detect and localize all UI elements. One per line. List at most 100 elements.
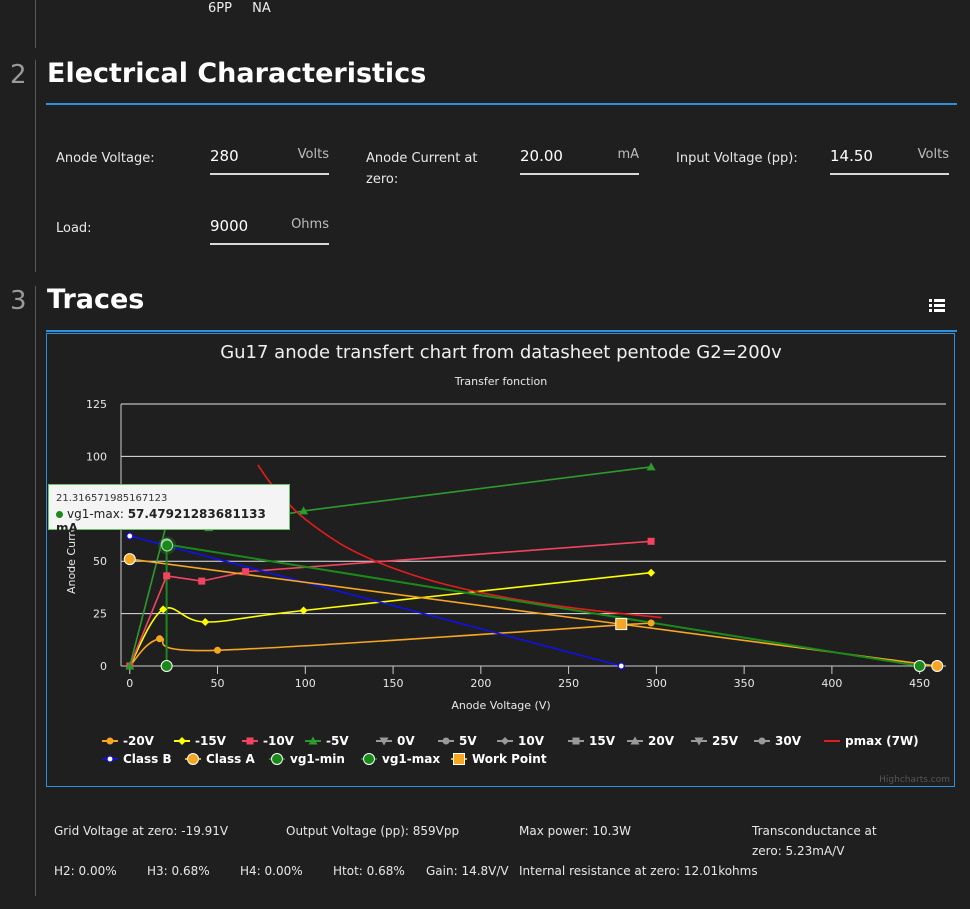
legend-item-5v[interactable]: -5V (305, 734, 349, 748)
legend-marker (187, 753, 199, 765)
x-tick-label: 350 (734, 677, 755, 690)
x-tick-label: 250 (558, 677, 579, 690)
legend-item-20v[interactable]: 20V (627, 734, 675, 748)
point-5v (299, 506, 309, 515)
legend-label: 25V (712, 734, 739, 748)
result-gain: Gain: 14.8V/V (426, 864, 509, 878)
point-15v (159, 605, 168, 614)
legend-item-30v[interactable]: 30V (754, 734, 802, 748)
anode-voltage-field[interactable]: 280 Volts (210, 145, 329, 175)
y-tick-label: 125 (86, 398, 107, 411)
legend-item-15v[interactable]: -15V (174, 734, 227, 748)
y-tick-label: 25 (93, 608, 107, 621)
legend-marker (379, 737, 389, 746)
load-field[interactable]: 9000 Ohms (210, 215, 329, 245)
section-number: 3 (10, 286, 27, 316)
previous-row-col2: NA (252, 1, 271, 16)
section-divider (46, 330, 957, 332)
legend-item-20v[interactable]: -20V (102, 734, 155, 748)
result-transconductance-value: zero: 5.23mA/V (752, 844, 845, 858)
point-5v (646, 462, 656, 471)
legend-item-pmax-7w[interactable]: pmax (7W) (824, 734, 919, 748)
input-voltage-field[interactable]: 14.50 Volts (830, 145, 949, 175)
legend-label: Class B (123, 752, 172, 766)
legend-marker (178, 737, 186, 745)
section-divider (46, 103, 957, 105)
legend-marker (442, 737, 450, 745)
section-title-traces: Traces (47, 284, 145, 315)
point-vg1-max (161, 539, 174, 552)
legend-marker (630, 736, 640, 745)
point-vg1-min (913, 660, 926, 672)
legend-item-5v[interactable]: 5V (438, 734, 477, 748)
y-tick-label: 100 (86, 450, 107, 463)
tooltip-x-value: 21.316571985167123 (56, 493, 168, 504)
load-unit: Ohms (291, 217, 329, 232)
anode-voltage-label: Anode Voltage: (56, 151, 155, 166)
chart-title: Gu17 anode transfert chart from datashee… (220, 342, 782, 363)
anode-current-field[interactable]: 20.00 mA (520, 145, 639, 175)
chart-tooltip: 21.316571985167123 vg1-max: 57.479212836… (48, 484, 290, 535)
point-class-b (617, 662, 625, 670)
anode-current-value: 20.00 (520, 147, 563, 165)
legend-marker (246, 737, 254, 745)
legend-item-class-b[interactable]: Class B (102, 752, 172, 766)
y-tick-label: 0 (100, 660, 107, 673)
legend-marker (271, 753, 283, 765)
legend-marker (363, 753, 375, 765)
legend-label: 15V (589, 734, 616, 748)
series-line-class-b (129, 535, 622, 667)
series-line-15v (129, 571, 652, 667)
legend-item-0v[interactable]: 0V (376, 734, 415, 748)
section-title-electrical: Electrical Characteristics (47, 58, 427, 89)
result-internal-resistance: Internal resistance at zero: 12.01kohms (519, 864, 758, 878)
x-tick-label: 300 (646, 677, 667, 690)
legend-item-15v[interactable]: 15V (568, 734, 616, 748)
result-htot: Htot: 0.68% (333, 864, 405, 878)
load-label: Load: (56, 221, 92, 236)
legend-label: -5V (326, 734, 349, 748)
x-tick-label: 100 (295, 677, 316, 690)
x-tick-label: 50 (211, 677, 225, 690)
x-tick-label: 450 (909, 677, 930, 690)
legend-item-vg1-min[interactable]: vg1-min (269, 752, 345, 766)
result-h2: H2: 0.00% (54, 864, 117, 878)
point-work-point (615, 618, 628, 631)
x-tick-label: 200 (470, 677, 491, 690)
point-10v (647, 537, 655, 545)
legend-label: vg1-min (290, 752, 345, 766)
legend-label: Work Point (472, 752, 547, 766)
result-grid-voltage: Grid Voltage at zero: -19.91V (54, 824, 229, 838)
legend-label: -15V (195, 734, 227, 748)
anode-current-unit: mA (617, 147, 639, 162)
point-15v (647, 568, 656, 577)
point-5v (125, 661, 135, 670)
x-tick-label: 0 (126, 677, 133, 690)
point-15v (299, 606, 308, 615)
input-voltage-label: Input Voltage (pp): (676, 151, 798, 166)
chart-credits[interactable]: Highcharts.com (879, 775, 950, 785)
legend-label: 10V (518, 734, 545, 748)
chart-menu-button[interactable] (929, 298, 945, 314)
result-h4: H4: 0.00% (240, 864, 303, 878)
legend-item-10v[interactable]: -10V (242, 734, 295, 748)
legend-item-25v[interactable]: 25V (691, 734, 739, 748)
legend-marker (694, 737, 704, 746)
result-h3: H3: 0.68% (147, 864, 210, 878)
point-10v (163, 572, 171, 580)
legend-item-class-a[interactable]: Class A (185, 752, 255, 766)
x-axis-title: Anode Voltage (V) (451, 699, 550, 712)
legend-marker (106, 755, 114, 763)
legend-item-vg1-max[interactable]: vg1-max (361, 752, 440, 766)
legend-item-10v[interactable]: 10V (497, 734, 545, 748)
legend-label: -20V (123, 734, 155, 748)
legend-marker (572, 737, 580, 745)
legend-label: Class A (206, 752, 255, 766)
previous-section-row: 6PP NA (208, 1, 287, 16)
legend-item-work-point[interactable]: Work Point (451, 752, 547, 766)
input-voltage-value: 14.50 (830, 147, 873, 165)
legend-label: 0V (397, 734, 415, 748)
legend-label: pmax (7W) (845, 734, 919, 748)
point-20v (214, 646, 222, 654)
series-line-pmax-7w (257, 464, 662, 619)
